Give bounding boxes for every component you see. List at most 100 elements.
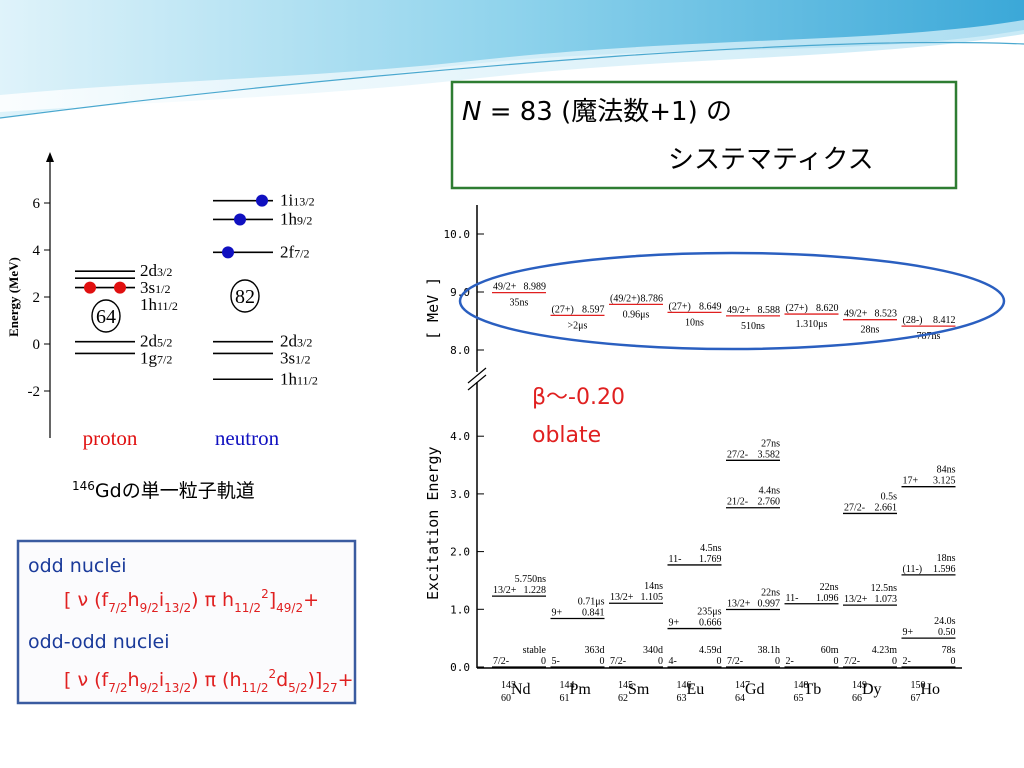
level-spin: 13/2+: [727, 598, 751, 609]
formula: [ ν (f7/2h9/2i13/2) π (h11/22d5/2)]27+: [64, 667, 354, 695]
level-halflife: 0.5s: [881, 491, 898, 502]
caption-mass: 146: [72, 479, 95, 493]
level-spin: (49/2+): [610, 293, 640, 304]
level-halflife: 0.71μs: [578, 596, 605, 607]
orbital-j: 11/2: [297, 373, 318, 387]
level-spin: 27/2-: [727, 449, 748, 460]
axis-break: [467, 367, 487, 384]
level-halflife: 4.23m: [872, 645, 898, 656]
nucleus-label: 146 63Eu: [677, 680, 705, 704]
level-energy: 1.073: [875, 594, 898, 605]
level-spin: 2-: [903, 656, 911, 667]
nucleus-label: 150 67Ho: [911, 680, 941, 704]
formula-t: i: [159, 589, 164, 611]
y-axis-arrow: [46, 152, 54, 162]
nucleon-dot: [114, 281, 126, 294]
orbital-name: 2d: [280, 332, 298, 351]
y-tick-label: 2.0: [450, 546, 470, 559]
level-spin: 7/2-: [727, 656, 743, 667]
title-italic: N: [462, 97, 481, 127]
orbital-name: 1g: [140, 349, 158, 368]
orbital-name: 1h: [280, 369, 298, 388]
level-spin: 13/2+: [610, 592, 634, 603]
level-spin: 49/2+: [844, 309, 868, 320]
level-spin: 7/2-: [610, 656, 626, 667]
formula-t: +: [338, 669, 354, 691]
orbital-label: 3s1/2: [140, 278, 170, 297]
orbital-j: 11/2: [157, 299, 178, 313]
column-name: proton: [83, 426, 138, 450]
nucleus-label: 148 65Tb: [794, 680, 822, 704]
level-spin: (27+): [669, 301, 691, 312]
level-energy: 1.596: [933, 564, 956, 575]
orbital-name: 3s: [140, 278, 155, 297]
level-energy: 2.661: [875, 502, 898, 513]
level-spin: 9+: [903, 627, 914, 638]
level-energy: 2.760: [758, 497, 781, 508]
level-spin: (11-): [903, 564, 923, 575]
nucleus-symbol: Pm: [570, 681, 592, 698]
orbital-j: 7/2: [157, 353, 172, 367]
level-energy: 3.582: [758, 449, 781, 460]
caption: 146Gdの単一粒子軌道: [72, 479, 255, 502]
background-wave: [0, 0, 1024, 119]
level-energy: 0: [775, 656, 780, 667]
orbital-j: 13/2: [293, 195, 314, 209]
nucleus-label: 145 62Sm: [618, 680, 650, 704]
level-halflife: 28ns: [861, 325, 880, 336]
formula-sub: 11/2: [234, 601, 261, 615]
level-spin: 9+: [552, 607, 563, 618]
level-halflife: >2μs: [568, 320, 588, 331]
nucleus-z: 60: [501, 693, 511, 704]
formula-t: h: [128, 669, 140, 691]
axis-break: [467, 374, 487, 391]
level-energy: 3.125: [933, 476, 956, 487]
level-energy: 0.997: [758, 598, 781, 609]
level-halflife: 22ns: [820, 582, 839, 593]
caption-text: Gdの単一粒子軌道: [95, 480, 255, 502]
nucleus-symbol: Ho: [921, 681, 941, 698]
nucleus-symbol: Dy: [862, 681, 882, 698]
level-energy: 0: [658, 656, 663, 667]
orbital-label: 2f7/2: [280, 242, 310, 261]
level-halflife: 24.0s: [934, 616, 956, 627]
level-halflife: 38.1h: [758, 645, 781, 656]
orbital-name: 1h: [280, 209, 298, 228]
level-spin: 21/2-: [727, 497, 748, 508]
level-spin: 2-: [786, 656, 794, 667]
level-energy: 0.666: [699, 618, 722, 629]
level-halflife: 340d: [643, 645, 663, 656]
level-halflife: 363d: [585, 645, 605, 656]
beta-note: β〜-0.20 oblate: [532, 385, 625, 448]
level-halflife: 14ns: [644, 581, 663, 592]
formula-t: +: [303, 589, 319, 611]
orbital-name: 1i: [280, 191, 294, 210]
level-halflife: 84ns: [937, 465, 956, 476]
y-tick-label: 0.0: [450, 661, 470, 674]
nucleus-z: 65: [794, 693, 804, 704]
level-halflife: 510ns: [741, 321, 765, 332]
formula-sub: 7/2: [108, 681, 127, 695]
nucleus-symbol: Eu: [687, 681, 705, 698]
formula-t: d: [276, 669, 288, 691]
level-halflife: 0.96μs: [623, 309, 650, 320]
level-spin: 7/2-: [844, 656, 860, 667]
column-name: neutron: [215, 426, 280, 450]
y-tick-label: 0: [33, 337, 41, 353]
level-energy: 8.597: [582, 304, 605, 315]
formula-sub: 13/2: [164, 681, 191, 695]
level-halflife: 18ns: [937, 553, 956, 564]
level-halflife: 5.750ns: [515, 574, 547, 585]
odd-label: odd nuclei: [28, 555, 127, 577]
y-tick-label: 2: [33, 290, 41, 306]
nucleus-z: 66: [852, 693, 862, 704]
formula-sub: 9/2: [140, 681, 159, 695]
orbital-label: 1i13/2: [280, 191, 315, 210]
nucleus-mass: 150: [911, 680, 926, 691]
nucleus-z: 61: [560, 693, 570, 704]
orbital-label: 3s1/2: [280, 349, 310, 368]
level-spin: 5-: [552, 656, 560, 667]
nucleus-mass: 148: [794, 680, 809, 691]
